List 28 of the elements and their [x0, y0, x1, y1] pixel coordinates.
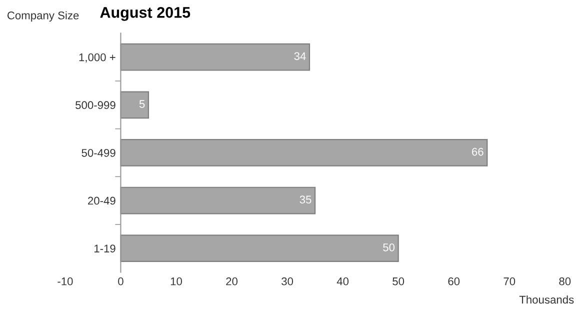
bar — [120, 186, 316, 214]
x-tick-label: 10 — [170, 277, 182, 286]
bar — [120, 43, 310, 71]
x-tick-label: 80 — [559, 277, 571, 286]
x-tick-label: -10 — [58, 277, 73, 286]
data-label: 66 — [472, 148, 484, 156]
y-axis-title: Company Size — [7, 11, 79, 22]
y-tick-label: 1-19 — [94, 244, 116, 252]
data-label: 5 — [139, 100, 145, 108]
x-tick-label: 70 — [504, 277, 516, 286]
x-tick-label: 50 — [392, 277, 404, 286]
x-axis-title: Thousands — [519, 295, 574, 304]
y-tick-label: 20-49 — [88, 196, 116, 205]
x-tick-label: 40 — [336, 277, 349, 286]
x-tick-label: 60 — [448, 277, 460, 286]
y-tick-label: 50-499 — [82, 148, 116, 157]
bar — [120, 139, 488, 166]
chart-title: August 2015 — [100, 7, 190, 21]
x-tick-label: 0 — [118, 277, 124, 286]
bar — [120, 91, 150, 119]
x-tick-label: 20 — [226, 277, 238, 286]
data-label: 50 — [383, 243, 395, 252]
data-label: 34 — [294, 52, 306, 60]
y-tick-label: 500-999 — [76, 101, 116, 110]
data-label: 35 — [300, 196, 312, 204]
x-tick-label: 30 — [282, 277, 294, 286]
bar — [120, 234, 399, 262]
y-tick-label: 1,000 + — [79, 53, 116, 63]
